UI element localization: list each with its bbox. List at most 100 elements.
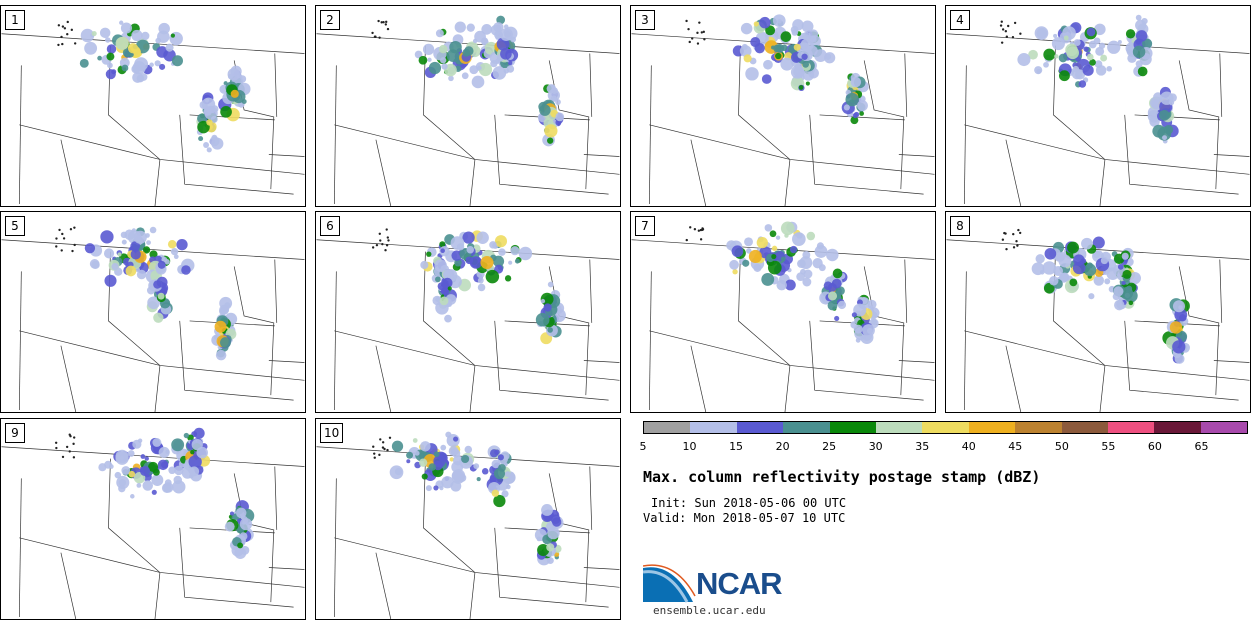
map-6 [316,228,620,412]
panel-number: 3 [635,10,655,30]
reflectivity-cell [142,480,153,491]
coast-island [1001,238,1005,241]
reflectivity-cell [1135,60,1143,68]
reflectivity-cell [420,441,431,452]
reflectivity-cell [500,47,512,60]
reflectivity-cell [220,106,232,118]
reflectivity-cell [492,255,505,267]
reflectivity-cell [1088,293,1095,300]
border-line [108,458,161,573]
reflectivity-cell [448,75,454,82]
coast-island [701,228,704,231]
reflectivity-cell [140,454,146,459]
reflectivity-cell [1072,261,1086,275]
reflectivity-cell [1132,45,1146,59]
reflectivity-cell [97,55,103,61]
reflectivity-cell [168,466,176,475]
reflectivity-cell [432,295,442,306]
reflectivity-cell [445,294,457,305]
reflectivity-cell [203,142,210,148]
reflectivity-cell [753,21,759,27]
map-7 [631,221,935,412]
reflectivity-cell [441,476,454,489]
reflectivity-cell [793,43,801,51]
reflectivity-cell [1128,272,1141,285]
reflectivity-cell [547,526,560,540]
panel-number: 7 [635,216,655,236]
stamp-panel: 3 [630,5,936,207]
reflectivity-cell [1122,269,1132,279]
coast-island [73,436,76,439]
reflectivity-cell [759,16,771,29]
reflectivity-cell [789,245,798,254]
reflectivity-cell [239,518,253,531]
reflectivity-cell [1169,321,1183,334]
border-line [1213,154,1250,157]
reflectivity-cell [158,446,170,458]
coast-island [55,245,58,248]
reflectivity-cell [537,543,550,557]
reflectivity-cell [477,277,484,284]
coast-island [386,27,390,31]
border-line [333,271,337,411]
border-line [738,45,791,160]
border-line [1,239,305,260]
reflectivity-cell [149,226,157,234]
colorbar-segment [1107,422,1155,433]
reflectivity-cell [433,451,440,458]
reflectivity-cell [744,237,753,247]
coast-island [60,35,63,39]
reflectivity-cell [1078,80,1087,88]
reflectivity-cell [746,248,752,254]
reflectivity-cell [485,269,500,284]
coast-island [375,243,379,247]
border-line [494,320,609,401]
reflectivity-cell [851,312,857,318]
reflectivity-cell [130,249,141,260]
reflectivity-cell [1121,252,1129,260]
reflectivity-cell [731,245,744,258]
reflectivity-cell [136,483,142,488]
colorbar-segment [829,422,876,433]
coast-island [58,228,61,232]
border-line [964,330,1250,381]
border-line [469,572,476,619]
border-line [946,239,1250,260]
reflectivity-cell [1141,17,1148,25]
border-line [1219,53,1223,117]
reflectivity-cell [1036,27,1048,39]
border-line [648,271,652,411]
coast-island [1004,30,1008,33]
reflectivity-cell [1168,93,1177,102]
reflectivity-cell [853,324,863,334]
reflectivity-cell [772,14,786,27]
reflectivity-cell [454,259,462,267]
coast-island [700,31,703,34]
reflectivity-cell [1053,33,1058,38]
coast-island [55,237,58,240]
reflectivity-cell [481,468,489,475]
border-line [179,114,294,195]
reflectivity-cell [1034,66,1043,75]
reflectivity-cell [514,258,520,264]
reflectivity-cell [219,304,230,315]
reflectivity-cell [196,446,208,459]
figure-title: Max. column reflectivity postage stamp (… [643,468,1041,486]
reflectivity-cell [449,40,462,54]
reflectivity-cell [850,116,859,125]
reflectivity-cell [146,286,156,295]
coast-island [69,228,73,231]
border-line [154,365,161,412]
reflectivity-cell [108,464,114,469]
reflectivity-cell [544,124,558,138]
coast-island [386,448,389,452]
coast-island [1012,232,1015,236]
border-line [963,271,967,411]
reflectivity-cell [1066,46,1079,60]
reflectivity-cell [771,253,777,260]
reflectivity-cell [167,240,177,249]
map-9 [1,427,305,619]
reflectivity-cell [100,230,114,244]
stamp-panel: 7 [630,211,936,413]
reflectivity-cell [438,452,447,462]
